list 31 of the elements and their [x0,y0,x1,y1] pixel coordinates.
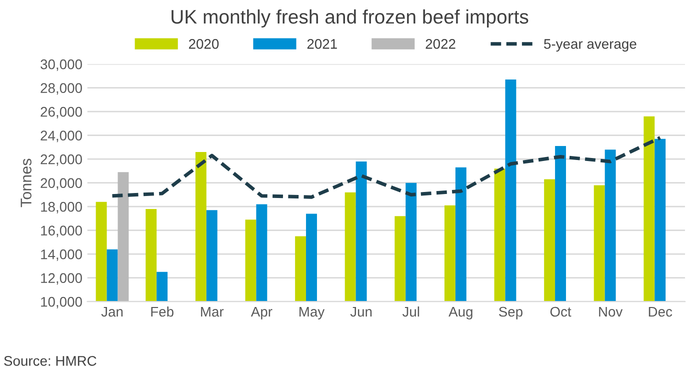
x-tick-label: Mar [201,306,224,317]
y-axis-title: Tonnes [20,158,32,208]
y-tick-label: 26,000 [40,106,82,118]
y-tick-label: 18,000 [41,202,82,214]
y-tick-label: 12,000 [41,273,82,285]
y-tick-label: 30,000 [40,59,82,71]
source-note: Source: HMRC [4,356,96,366]
x-tick-label: Aug [448,306,472,320]
legend-label: 2022 [426,39,456,49]
x-tick-label: Oct [550,306,572,317]
legend-label: 2020 [188,39,219,49]
x-tick-label: Nov [599,306,623,317]
x-tick-label: Sep [498,306,522,320]
y-tick-label: 14,000 [41,249,82,261]
x-tick-label: Jan [101,306,123,317]
y-tick-label: 24,000 [40,130,82,142]
y-tick-label: 22,000 [40,154,82,166]
y-tick-label: 16,000 [41,226,82,238]
legend-label: 5-year average [544,39,636,52]
y-tick-label: 28,000 [40,83,82,95]
x-tick-label: Dec [648,306,672,317]
x-tick-label: May [300,306,325,320]
x-tick-label: Apr [250,306,272,320]
x-tick-label: Feb [151,306,174,317]
x-tick-label: Jul [402,306,420,317]
legend-label: 2021 [307,39,337,49]
line-series [110,136,662,199]
y-tick-label: 20,000 [40,178,82,190]
chart-title: UK monthly fresh and frozen beef imports [172,9,528,28]
y-tick-label: 10,000 [41,296,82,308]
x-tick-label: Jun [350,306,372,317]
